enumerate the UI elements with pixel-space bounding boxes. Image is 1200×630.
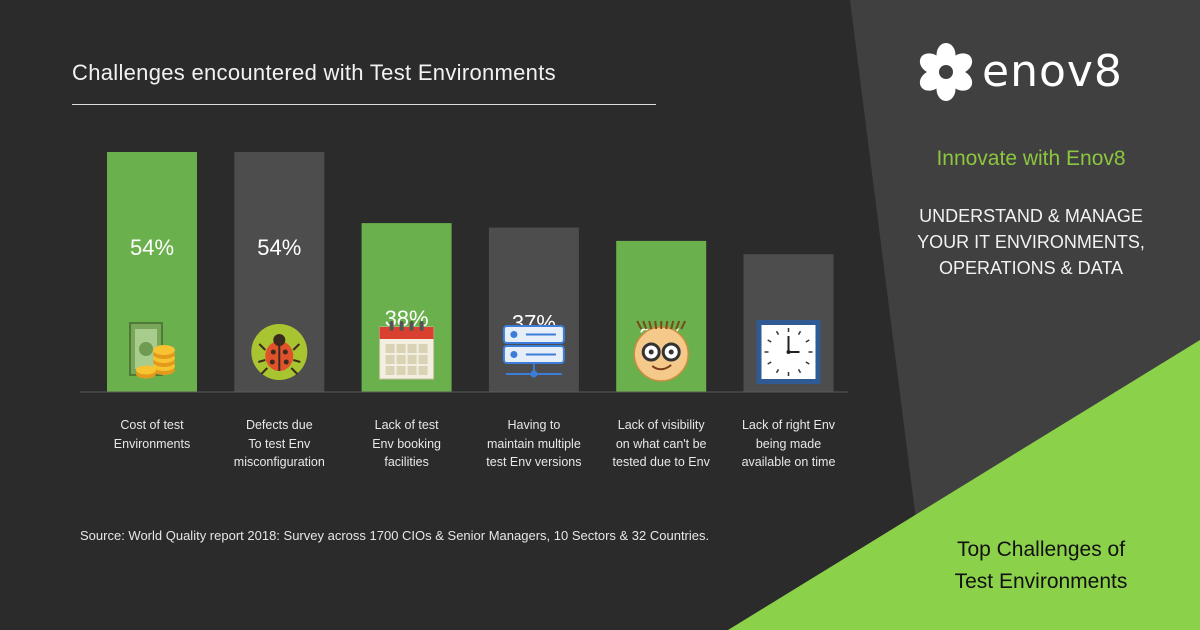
category-label-2: Defects due To test Env misconfiguration [233,418,325,469]
logo-wordmark: enov8 [982,46,1123,97]
category-label-6: Lack of right Env being made available o… [741,418,836,469]
flower-logo-icon [919,43,973,101]
clock-icon [756,320,821,384]
green-corner [728,340,1200,630]
chart-title: Challenges encountered with Test Environ… [72,60,556,85]
data-label-2: 54% [257,235,301,260]
category-label-4: Having to maintain multiple test Env ver… [486,418,582,469]
enov8-logo: enov8 [912,38,1152,106]
server-icon [502,325,565,378]
bar-chart: 54%54%38%37%34%31% [80,152,848,393]
money-icon [129,322,175,379]
bug-icon [251,324,308,380]
tagline: Innovate with Enov8 [936,147,1126,170]
corner-caption: Top Challenges of Test Environments [954,538,1128,593]
calendar-icon [379,321,435,380]
category-label-3: Lack of test Env booking facilities [372,418,441,469]
pitch-text: UNDERSTAND & MANAGE YOUR IT ENVIRONMENTS… [917,206,1145,278]
data-label-1: 54% [130,235,174,260]
category-label-5: Lack of visibility on what can't be test… [612,418,710,469]
category-label-1: Cost of test Environments [113,418,191,451]
nerd-face-icon [633,320,689,382]
title-underline [72,104,656,105]
source-note: Source: World Quality report 2018: Surve… [80,528,710,543]
